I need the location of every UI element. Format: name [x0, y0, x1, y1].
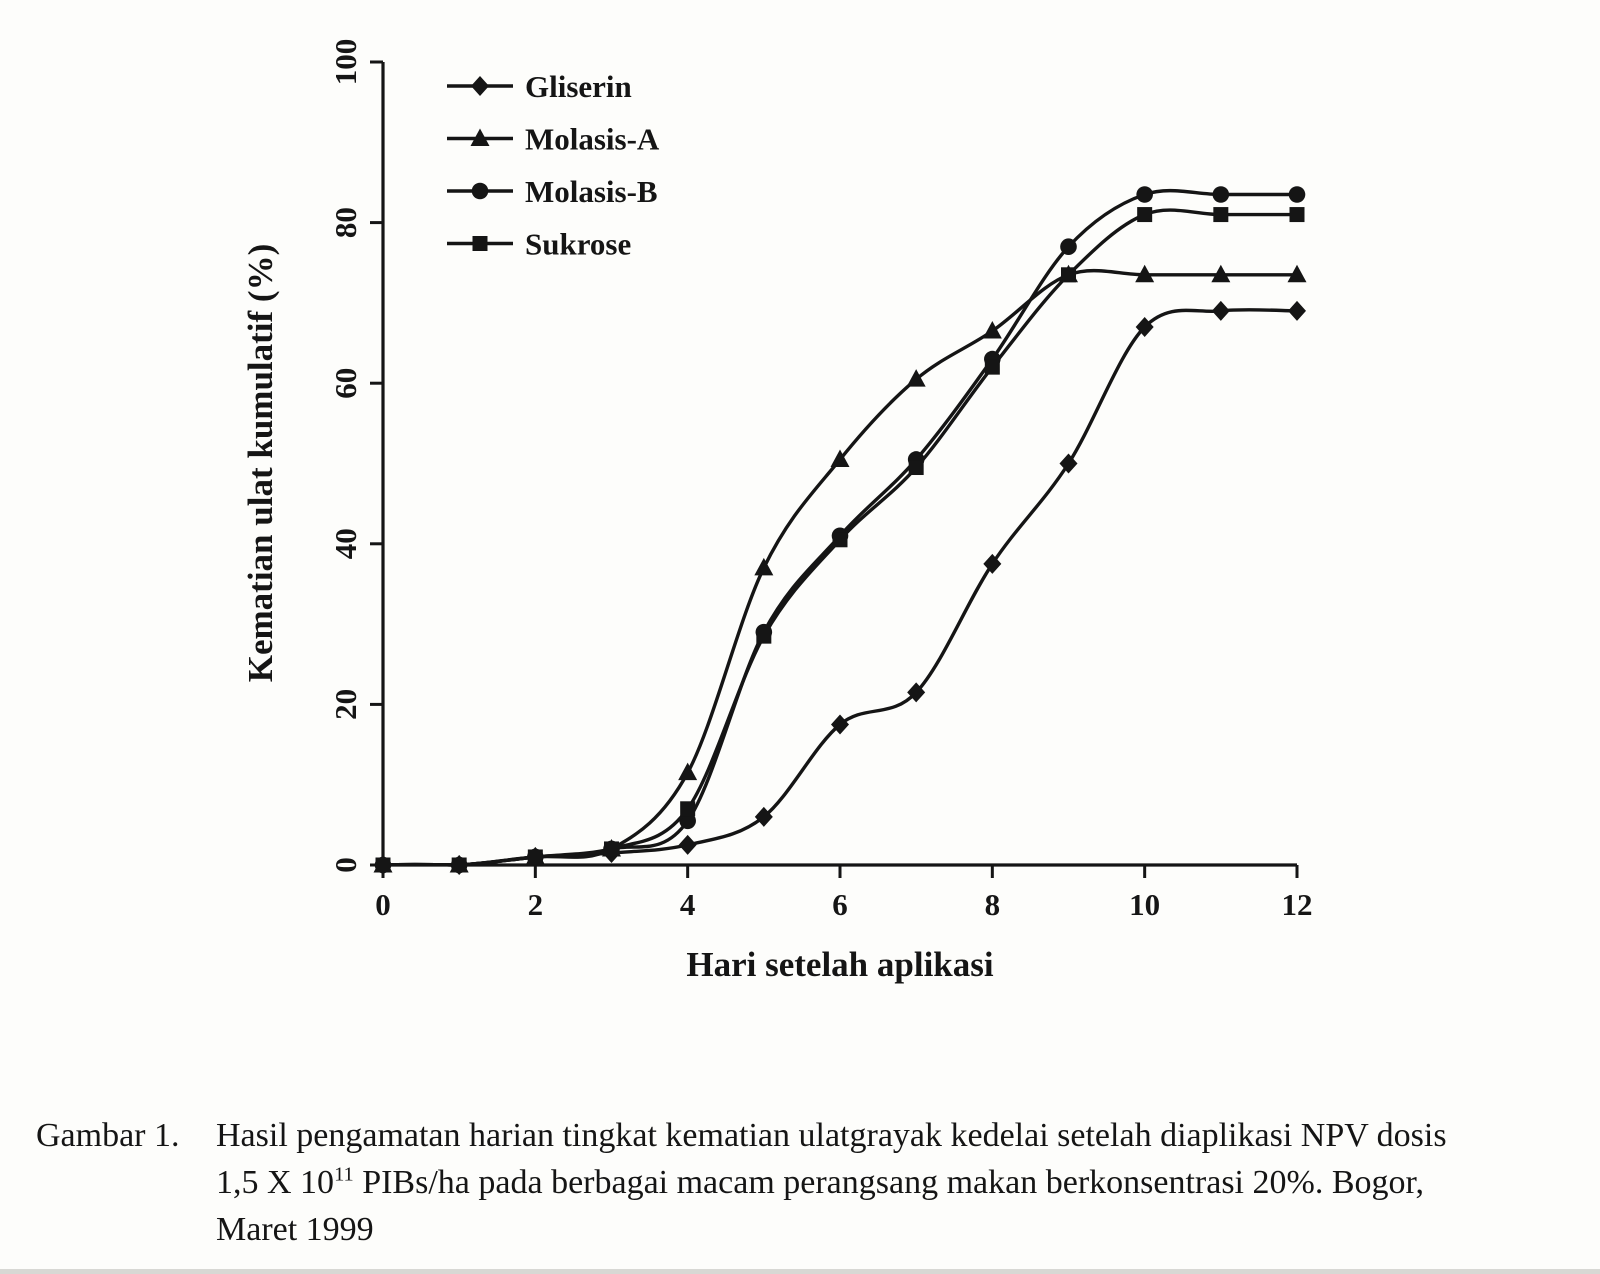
marker-diamond — [471, 76, 489, 96]
legend-label: Gliserin — [525, 69, 632, 104]
x-axis-label: Hari setelah aplikasi — [686, 945, 994, 984]
legend-item-molasis-b: Molasis-B — [447, 174, 658, 209]
caption-line-1: Hasil pengamatan harian tingkat kematian… — [216, 1117, 1447, 1154]
series-gliserin — [374, 300, 1306, 875]
series-molasis-b — [374, 186, 1306, 874]
series-molasis-a — [373, 264, 1307, 873]
marker-diamond — [1211, 300, 1230, 321]
x-tick-label: 8 — [985, 887, 1001, 922]
series-line — [382, 308, 1298, 867]
scan-edge-artifact — [0, 1269, 1600, 1274]
marker-square — [375, 857, 391, 873]
y-tick-label: 80 — [328, 207, 363, 238]
marker-diamond — [1135, 316, 1154, 337]
marker-triangle — [1135, 264, 1155, 283]
marker-diamond — [907, 682, 926, 703]
legend-item-molasis-a: Molasis-A — [447, 122, 660, 157]
x-tick-label: 2 — [528, 887, 544, 922]
marker-square — [1061, 267, 1076, 283]
marker-triangle — [470, 128, 490, 146]
legend-item-sukrose: Sukrose — [447, 227, 631, 262]
marker-triangle — [1211, 264, 1231, 283]
y-tick-label: 60 — [328, 368, 363, 399]
marker-square — [832, 532, 848, 548]
marker-diamond — [983, 553, 1002, 574]
mortality-line-chart: Hari setelah aplikasi Kematian ulat kumu… — [241, 39, 1313, 984]
legend-label: Sukrose — [525, 227, 631, 262]
marker-circle — [471, 182, 489, 200]
marker-square — [451, 857, 467, 873]
figure-caption-text: Hasil pengamatan harian tingkat kematian… — [216, 1112, 1447, 1253]
y-tick-label: 0 — [328, 857, 363, 873]
x-tick-label: 12 — [1282, 887, 1313, 922]
marker-diamond — [754, 806, 773, 827]
y-tick-label: 40 — [328, 528, 363, 559]
marker-triangle — [830, 449, 850, 467]
marker-diamond — [831, 714, 849, 735]
x-tick-label: 10 — [1129, 887, 1160, 922]
figure-caption-label: Gambar 1. — [36, 1117, 180, 1154]
figure-caption: Gambar 1. Hasil pengamatan harian tingka… — [36, 1112, 1447, 1253]
marker-square — [527, 849, 543, 865]
marker-square — [756, 628, 772, 644]
caption-line-3: Maret 1999 — [216, 1211, 374, 1248]
y-tick-label: 20 — [328, 689, 363, 720]
marker-diamond — [678, 834, 697, 855]
marker-square — [604, 841, 619, 857]
marker-square — [472, 236, 488, 251]
marker-circle — [1212, 186, 1230, 203]
marker-square — [1289, 207, 1305, 223]
marker-circle — [1060, 238, 1077, 255]
marker-circle — [1136, 186, 1153, 203]
marker-triangle — [982, 321, 1002, 339]
legend-label: Molasis-A — [525, 122, 660, 157]
marker-circle — [1288, 186, 1306, 203]
marker-triangle — [754, 557, 774, 576]
marker-square — [1213, 207, 1229, 223]
marker-square — [1137, 207, 1153, 223]
marker-diamond — [1288, 300, 1306, 321]
caption-line2-post: PIBs/ha pada berbagai macam perangsang m… — [353, 1164, 1424, 1201]
x-tick-label: 0 — [375, 887, 391, 922]
caption-line2-pre: 1,5 X 10 — [216, 1164, 335, 1201]
series-line — [382, 268, 1297, 867]
marker-square — [908, 460, 924, 476]
x-tick-label: 6 — [832, 887, 848, 922]
marker-square — [984, 359, 1000, 375]
marker-triangle — [678, 762, 698, 781]
legend-label: Molasis-B — [525, 174, 658, 209]
caption-line2-superscript: 11 — [334, 1163, 354, 1186]
y-axis-label: Kematian ulat kumulatif (%) — [241, 244, 280, 682]
legend-item-gliserin: Gliserin — [447, 69, 632, 104]
caption-line-2: 1,5 X 1011 PIBs/ha pada berbagai macam p… — [216, 1159, 1447, 1206]
marker-diamond — [1059, 453, 1078, 474]
marker-triangle — [1287, 264, 1307, 283]
x-tick-label: 4 — [680, 887, 696, 922]
marker-square — [680, 801, 696, 817]
y-tick-label: 100 — [328, 39, 363, 86]
series-sukrose — [375, 207, 1305, 873]
marker-triangle — [906, 369, 926, 387]
